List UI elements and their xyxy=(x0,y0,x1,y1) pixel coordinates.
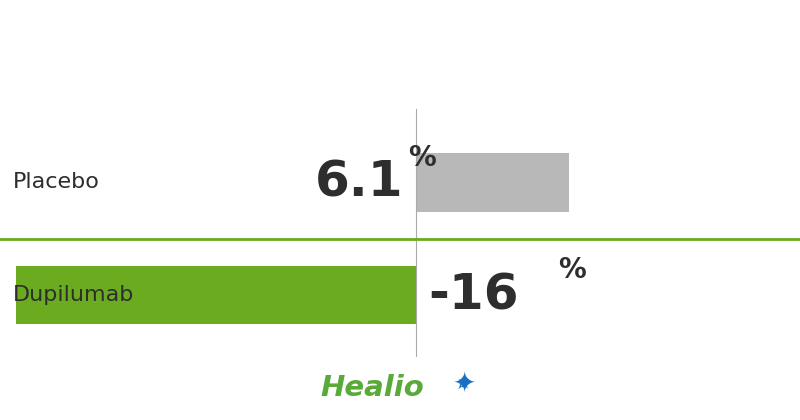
Text: Healio: Healio xyxy=(320,373,424,402)
Text: week 4 in airway resistance:: week 4 in airway resistance: xyxy=(242,73,558,93)
Text: ✦: ✦ xyxy=(452,370,476,397)
Text: Dupilumab: Dupilumab xyxy=(13,285,134,305)
Text: %: % xyxy=(558,256,586,284)
Bar xyxy=(416,153,569,212)
Text: Percent change from baseline through: Percent change from baseline through xyxy=(186,25,614,45)
Text: Placebo: Placebo xyxy=(13,173,99,192)
Text: ✧: ✧ xyxy=(451,371,477,396)
Bar xyxy=(16,266,416,324)
Text: -16: -16 xyxy=(429,271,519,319)
Text: 6.1: 6.1 xyxy=(315,158,403,206)
Text: %: % xyxy=(409,144,436,172)
